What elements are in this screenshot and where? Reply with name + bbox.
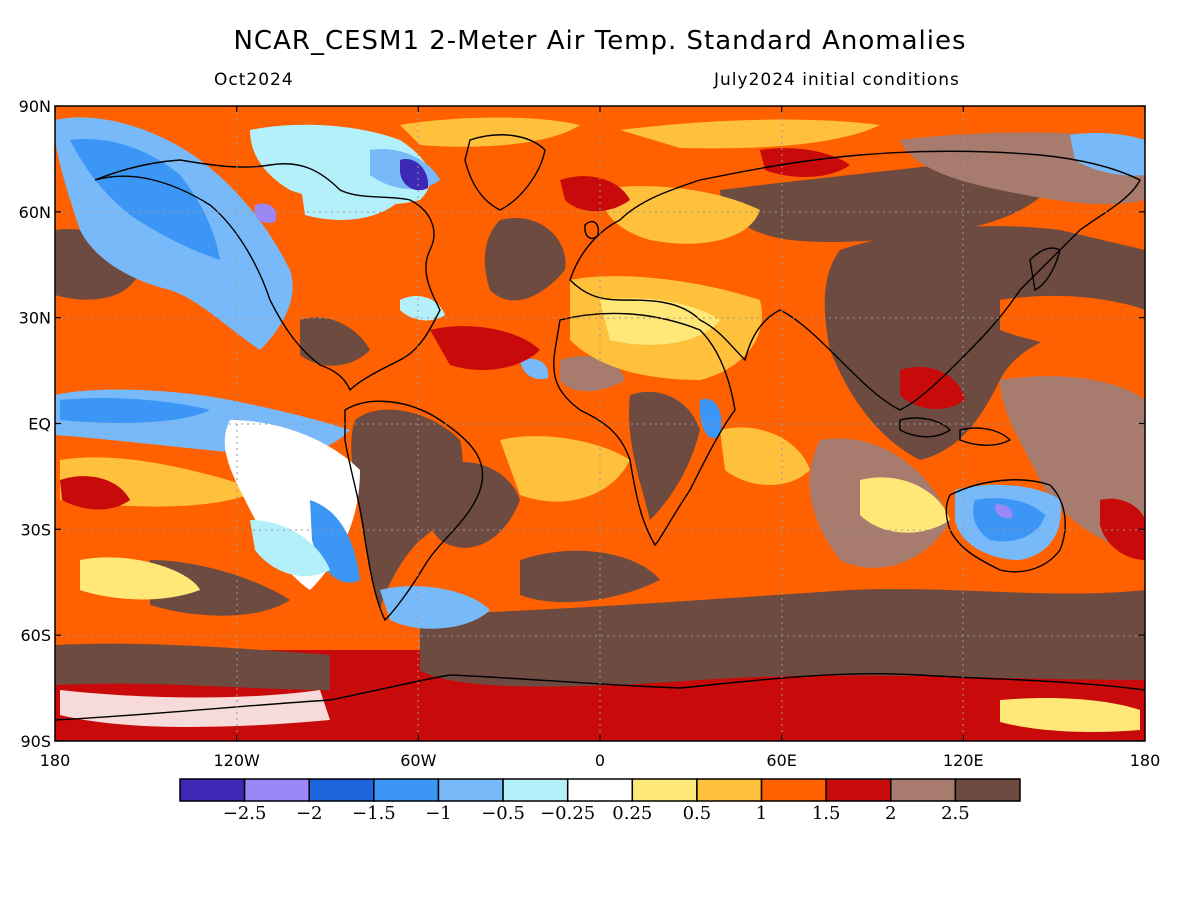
colorbar-swatch (308, 778, 375, 802)
lat-label: 30N (19, 309, 51, 328)
colorbar-swatch (566, 778, 634, 802)
lat-label: EQ (28, 415, 51, 434)
lon-label: 180 (1130, 751, 1161, 770)
chart-title: NCAR_CESM1 2-Meter Air Temp. Standard An… (233, 26, 967, 56)
colorbar-label: 1 (756, 803, 767, 824)
colorbar-label: 1.5 (812, 803, 841, 824)
lat-label: 90S (20, 732, 51, 751)
lat-label: 30S (20, 520, 51, 539)
colorbar-swatch (179, 778, 246, 802)
lon-label: 120W (213, 751, 260, 770)
lat-label: 60N (19, 203, 51, 222)
colorbar-label: −0.25 (540, 803, 595, 824)
colorbar-label: −2 (296, 803, 323, 824)
lon-label: 0 (595, 751, 605, 770)
anomaly-field (55, 106, 1145, 741)
colorbar-swatch (760, 778, 827, 802)
colorbar-label: −1 (425, 803, 452, 824)
colorbar-label: −1.5 (352, 803, 396, 824)
longitude-labels: 180 120W 60W 0 60E 120E 180 (40, 751, 1161, 770)
lon-label: 60E (766, 751, 796, 770)
colorbar (179, 778, 1021, 802)
lon-label: 180 (40, 751, 71, 770)
colorbar-labels: −2.5 −2 −1.5 −1 −0.5 −0.25 0.25 0.5 1 1.5 2 2.5 (223, 803, 970, 824)
initial-conditions-label: July2024 initial conditions (714, 70, 960, 90)
colorbar-label: −2.5 (223, 803, 267, 824)
colorbar-swatch (373, 778, 440, 802)
gridlines (55, 106, 1145, 741)
colorbar-label: −0.5 (481, 803, 525, 824)
coastlines (55, 134, 1145, 721)
colorbar-swatch (243, 778, 310, 802)
lon-label: 120E (943, 751, 984, 770)
axis-ticks (54, 105, 1146, 742)
lat-label: 90N (19, 97, 51, 116)
colorbar-swatch (825, 778, 892, 802)
colorbar-label: 0.5 (683, 803, 712, 824)
lat-label: 60S (20, 626, 51, 645)
colorbar-swatch (954, 778, 1021, 802)
colorbar-swatch (696, 778, 763, 802)
valid-month-label: Oct2024 (214, 70, 294, 90)
colorbar-swatch (890, 778, 957, 802)
colorbar-swatch (502, 778, 569, 802)
latitude-labels: 90N 60N 30N EQ 30S 60S 90S (19, 97, 51, 751)
colorbar-swatch (437, 778, 504, 802)
colorbar-label: 2.5 (941, 803, 970, 824)
colorbar-label: 0.25 (612, 803, 652, 824)
lon-label: 60W (400, 751, 436, 770)
colorbar-swatch (631, 778, 698, 802)
colorbar-label: 2 (885, 803, 896, 824)
